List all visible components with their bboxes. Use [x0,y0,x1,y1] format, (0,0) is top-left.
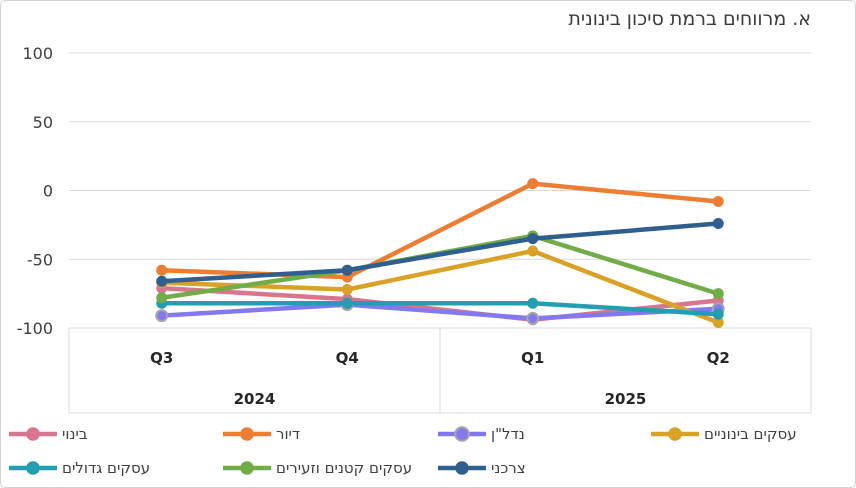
data-point [155,309,169,323]
legend-label: עסקים גדולים [62,459,151,477]
data-point [527,233,539,245]
data-point [712,308,724,320]
data-point [341,264,353,276]
legend-marker-icon [223,461,271,475]
data-point [527,297,539,309]
x-axis-year-label: 2025 [605,390,647,408]
y-axis-tick-label: -50 [27,250,53,269]
legend-label: נדל"ן [491,425,525,443]
data-point [526,311,540,325]
series-line-2 [159,302,721,321]
data-point [156,275,168,287]
data-point [712,288,724,300]
legend-label: עסקים בינוניים [704,425,797,443]
data-point [712,317,724,328]
y-axis-tick-label: 50 [33,113,53,132]
legend-marker-icon [438,426,486,442]
legend-item: עסקים קטנים וזעירים [223,455,412,481]
legend-item: צרכני [438,455,526,481]
data-point [527,245,539,257]
x-axis-year-label: 2024 [234,390,276,408]
data-point [341,284,353,295]
data-point [527,178,539,190]
legend-marker-icon [438,461,486,475]
legend-item: דיור [223,421,300,447]
x-axis-quarter-label: Q4 [336,349,359,367]
legend-label: צרכני [491,459,526,477]
legend-label: עסקים קטנים וזעירים [276,459,413,477]
data-point [341,297,353,309]
x-axis-quarter-label: Q2 [707,349,730,367]
y-axis-tick-label: 0 [43,182,53,201]
series-line-4 [159,301,721,317]
x-axis-quarter-label: Q3 [150,349,173,367]
legend-item: עסקים בינוניים [651,421,797,447]
data-point [712,196,724,207]
series-line-6 [159,221,721,284]
y-axis-tick-label: -100 [17,319,53,338]
data-point [712,218,724,229]
legend-item: בינוי [9,421,87,447]
legend-item: נדל"ן [438,421,525,447]
x-axis-quarter-label: Q1 [521,349,544,367]
y-axis-tick-label: 100 [22,44,53,63]
legend-marker-icon [651,427,699,441]
legend-marker-icon [223,427,271,441]
legend-marker-icon [9,461,57,475]
legend-marker-icon [9,427,57,441]
legend-item: עסקים גדולים [9,455,150,481]
chart-title: א. מרווחים ברמת סיכון בינונית [568,8,811,30]
legend-label: בינוי [62,425,88,443]
data-point [156,264,168,276]
data-point [156,292,168,304]
legend-label: דיור [276,425,301,443]
